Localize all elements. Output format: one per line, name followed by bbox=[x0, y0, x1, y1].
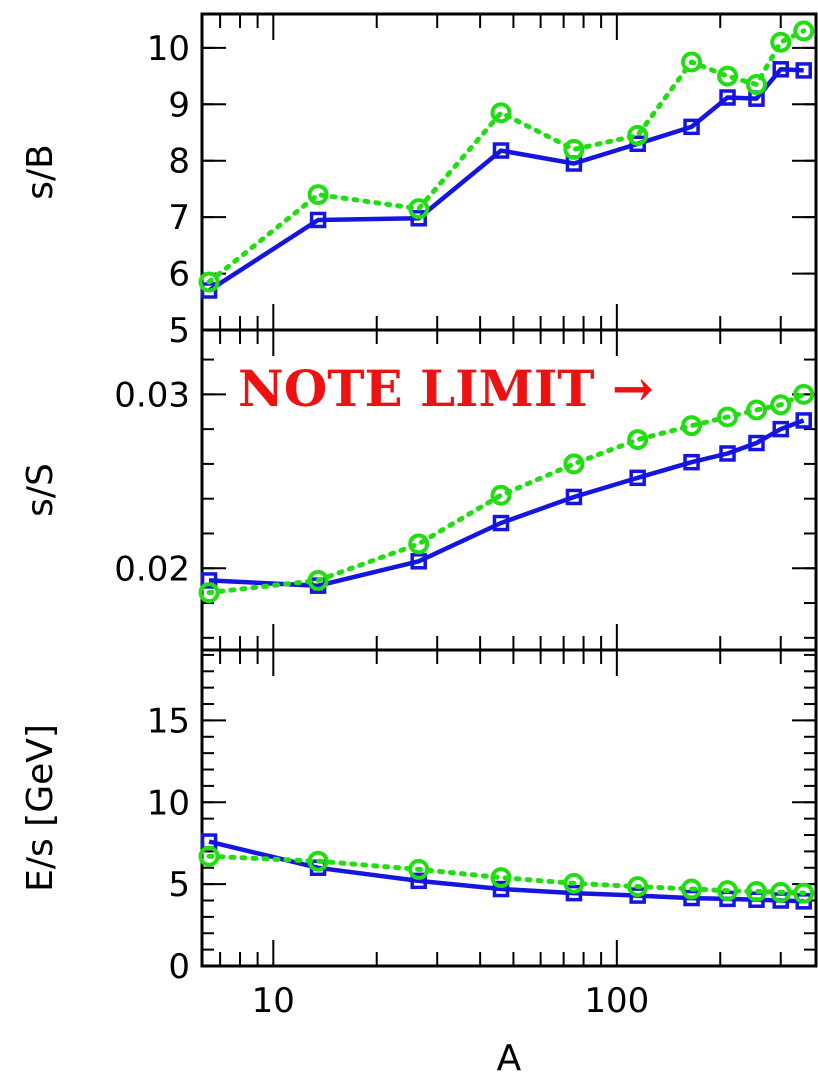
series-line bbox=[206, 391, 807, 596]
data-point bbox=[408, 198, 430, 220]
data-point bbox=[717, 880, 739, 902]
panel-1: 5 6 7 8 9 10 s/B bbox=[20, 12, 818, 351]
series-line bbox=[206, 853, 807, 896]
data-point bbox=[629, 469, 646, 487]
data-point bbox=[408, 533, 430, 555]
series-line bbox=[206, 28, 807, 285]
y-axis-label: s/S bbox=[20, 463, 61, 517]
y-tick-label: 0.03 bbox=[114, 375, 190, 415]
data-point bbox=[563, 872, 585, 894]
data-point bbox=[683, 889, 700, 907]
data-point bbox=[490, 102, 512, 124]
data-point bbox=[772, 420, 789, 438]
data-point bbox=[681, 51, 703, 73]
y-tick-label: 6 bbox=[168, 255, 190, 295]
data-point bbox=[492, 880, 510, 898]
y-tick-label: 5 bbox=[168, 311, 190, 351]
series-1 bbox=[200, 61, 812, 299]
data-point bbox=[408, 858, 430, 880]
x-axis-label: A bbox=[497, 1038, 522, 1078]
data-point bbox=[565, 884, 583, 902]
y-tick-label: 0 bbox=[168, 947, 190, 987]
data-point bbox=[719, 89, 736, 106]
data-point bbox=[492, 142, 510, 159]
data-point bbox=[770, 31, 792, 53]
y-axis-label: E/s [GeV] bbox=[20, 724, 61, 892]
data-point bbox=[627, 429, 649, 451]
data-point bbox=[492, 514, 510, 532]
data-point bbox=[307, 569, 329, 591]
data-point bbox=[795, 62, 812, 79]
data-point bbox=[717, 406, 739, 428]
data-point bbox=[565, 488, 583, 506]
panel-frame bbox=[200, 12, 818, 332]
data-point bbox=[681, 415, 703, 437]
data-point bbox=[770, 394, 792, 416]
data-point bbox=[198, 271, 220, 293]
data-point bbox=[410, 872, 427, 890]
data-point bbox=[629, 135, 646, 153]
data-point bbox=[745, 881, 767, 903]
y-tick-label: 10 bbox=[147, 29, 190, 69]
y-tick-label: 7 bbox=[168, 198, 190, 238]
panel-3: 0 5 10 15 E/s [GeV] 10 100 A bbox=[20, 648, 818, 1079]
data-point bbox=[719, 445, 736, 462]
series-2 bbox=[198, 383, 815, 604]
data-point bbox=[793, 20, 815, 42]
series-2 bbox=[198, 20, 815, 293]
data-point bbox=[793, 882, 815, 904]
data-point bbox=[410, 553, 427, 570]
data-point bbox=[770, 881, 792, 903]
y-tick-label: 8 bbox=[168, 142, 190, 182]
panel-frame bbox=[200, 648, 818, 968]
data-point bbox=[717, 65, 739, 87]
panel-2: 0.02 0.03 s/S NOTE LIMIT → bbox=[20, 328, 818, 652]
data-point bbox=[627, 124, 649, 146]
data-point bbox=[745, 74, 767, 96]
data-point bbox=[410, 210, 427, 227]
data-point bbox=[627, 876, 649, 898]
data-point bbox=[200, 572, 218, 589]
data-point bbox=[745, 399, 767, 421]
data-point bbox=[490, 484, 512, 506]
series-2 bbox=[198, 845, 815, 904]
y-tick-label: 0.02 bbox=[114, 549, 190, 589]
data-point bbox=[307, 850, 329, 872]
x-tick-label: 100 bbox=[584, 981, 649, 1021]
y-tick-label: 15 bbox=[147, 701, 190, 741]
data-point bbox=[307, 184, 329, 206]
data-point bbox=[795, 412, 812, 429]
data-point bbox=[683, 118, 700, 136]
data-point bbox=[490, 867, 512, 889]
y-tick-label: 9 bbox=[168, 85, 190, 125]
data-point bbox=[563, 453, 585, 475]
y-tick-label: 5 bbox=[168, 865, 190, 905]
data-point bbox=[198, 582, 220, 604]
data-point bbox=[772, 61, 789, 78]
series-line bbox=[207, 67, 804, 293]
note-annotation: NOTE LIMIT → bbox=[238, 359, 654, 418]
data-point bbox=[683, 453, 700, 471]
data-point bbox=[748, 434, 765, 452]
data-point bbox=[793, 383, 815, 405]
data-point bbox=[198, 845, 220, 867]
y-axis-label: s/B bbox=[20, 144, 61, 200]
x-tick-label: 10 bbox=[252, 981, 295, 1021]
data-point bbox=[681, 878, 703, 900]
y-tick-label: 10 bbox=[147, 783, 190, 823]
data-point bbox=[309, 211, 327, 229]
data-point bbox=[563, 138, 585, 160]
